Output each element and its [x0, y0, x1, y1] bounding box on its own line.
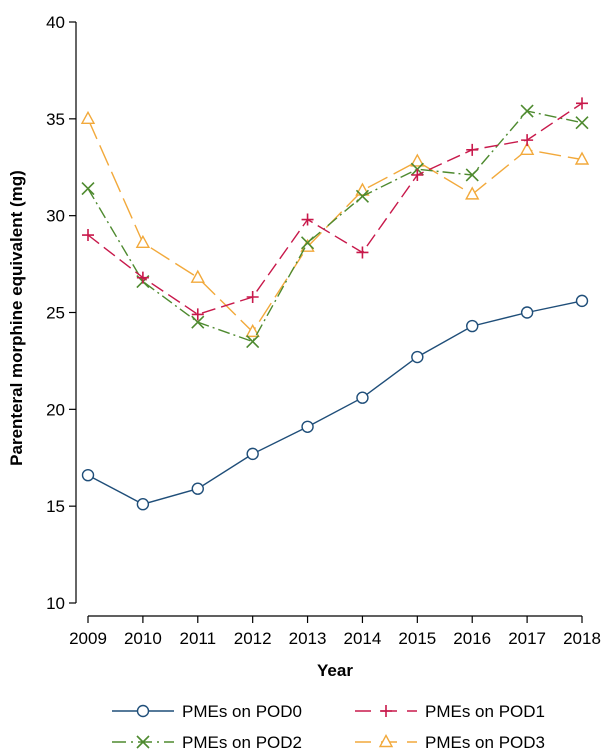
x-tick-label: 2016	[453, 629, 491, 648]
legend-item: PMEs on POD0	[112, 702, 302, 721]
y-tick-label: 10	[46, 594, 65, 613]
data-point	[355, 189, 370, 203]
data-point	[81, 468, 95, 482]
x-axis-title: Year	[317, 661, 353, 680]
data-point	[411, 350, 424, 364]
axes: 10 15 20 25 30 35 40 2009 2010 2011 2012 2013 2014 20…	[46, 13, 601, 648]
legend-item: PMEs on POD1	[355, 702, 545, 721]
legend-label: PMEs on POD1	[425, 702, 545, 721]
legend-label: PMEs on POD3	[425, 733, 545, 751]
x-tick-label: 2010	[124, 629, 162, 648]
x-tick-label: 2011	[179, 629, 216, 648]
y-tick-label: 20	[46, 400, 65, 419]
data-point	[465, 168, 479, 182]
data-point	[191, 308, 204, 321]
data-point	[465, 186, 480, 200]
series-line	[87, 102, 583, 316]
data-point	[520, 306, 534, 319]
x-tick-label: 2012	[234, 629, 272, 648]
data-point	[574, 151, 590, 165]
data-point	[466, 319, 479, 333]
y-tick-label: 15	[46, 497, 65, 516]
legend-label: PMEs on POD0	[182, 702, 302, 721]
x-tick-label: 2009	[69, 629, 107, 648]
series-pmes-on-pod1	[82, 97, 588, 321]
y-tick-label: 40	[46, 13, 65, 32]
legend-label: PMEs on POD2	[182, 733, 302, 751]
data-point	[576, 97, 588, 110]
x-tick-label: 2015	[398, 629, 436, 648]
legend-item: PMEs on POD2	[112, 733, 302, 751]
data-point	[191, 315, 205, 329]
y-tick-label: 25	[46, 304, 65, 323]
legend-item: PMEs on POD3	[355, 733, 545, 751]
legend-marker	[136, 704, 150, 718]
legend-marker	[136, 735, 150, 749]
data-point	[411, 168, 424, 181]
series-pmes-on-pod0	[81, 294, 589, 511]
data-point	[81, 181, 95, 196]
data-point	[521, 134, 534, 147]
data-point	[301, 213, 314, 226]
data-point	[246, 447, 259, 461]
y-tick-label: 35	[46, 110, 65, 129]
data-point	[82, 229, 94, 242]
series-pmes-on-pod2	[81, 104, 589, 349]
series-layer	[80, 97, 590, 511]
legend-marker	[380, 705, 392, 717]
data-point	[575, 294, 589, 308]
legend-marker	[378, 734, 394, 748]
data-point	[80, 110, 96, 125]
y-axis-title: Parenteral morphine equivalent (mg)	[7, 170, 26, 466]
data-point	[356, 391, 369, 404]
series-pmes-on-pod3	[80, 110, 590, 338]
series-line	[87, 118, 583, 334]
series-line	[87, 300, 583, 505]
data-point	[136, 498, 150, 511]
x-tick-label: 2013	[289, 629, 327, 648]
data-point	[300, 236, 315, 250]
legend: PMEs on POD0 PMEs on POD1 PMEs on POD2 PMEs…	[112, 702, 545, 751]
data-point	[575, 116, 589, 130]
y-tick-label: 30	[46, 207, 65, 226]
data-point	[246, 291, 259, 304]
data-point	[136, 271, 149, 284]
data-point	[246, 334, 260, 349]
x-tick-label: 2017	[508, 629, 546, 648]
data-point	[410, 153, 425, 167]
data-point	[245, 323, 260, 338]
data-point	[519, 141, 535, 156]
data-point	[191, 482, 204, 495]
x-tick-label: 2018	[563, 629, 601, 648]
data-point	[466, 143, 479, 156]
data-point	[190, 269, 205, 283]
data-point	[356, 246, 369, 259]
data-point	[520, 104, 534, 118]
series-line	[87, 110, 583, 343]
data-point	[135, 234, 151, 248]
x-tick-label: 2014	[344, 629, 382, 648]
data-point	[301, 420, 314, 433]
data-point	[355, 182, 370, 196]
